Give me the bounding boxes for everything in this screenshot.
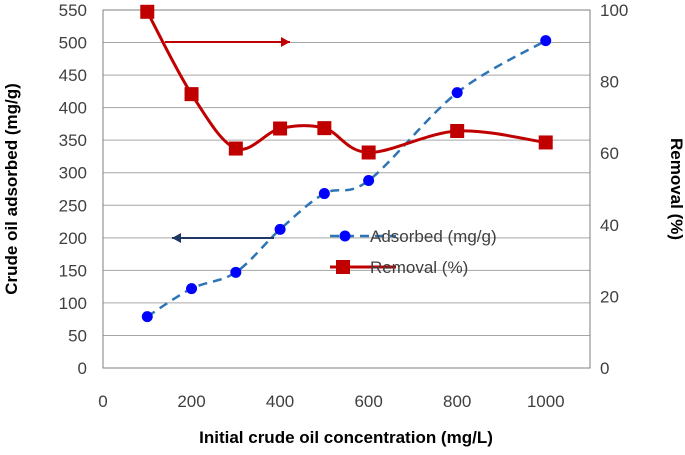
data-point <box>451 87 463 99</box>
data-point <box>184 87 199 102</box>
x-tick-label: 800 <box>443 392 471 411</box>
y-tick-label: 400 <box>59 99 87 118</box>
y-tick-label: 0 <box>78 359 87 378</box>
y2-axis-title: Removal (%) <box>667 138 685 240</box>
legend-item: Adsorbed (mg/g) <box>330 227 497 246</box>
series-layer <box>140 4 553 323</box>
series-adsorbed <box>141 35 552 323</box>
y2-tick-label: 40 <box>600 216 619 235</box>
data-point <box>318 188 330 200</box>
data-point <box>538 135 553 150</box>
legend-marker <box>336 260 350 274</box>
y-tick-label: 350 <box>59 131 87 150</box>
x-tick-label: 400 <box>266 392 294 411</box>
annotations <box>165 37 290 243</box>
y2-tick-label: 80 <box>600 73 619 92</box>
data-point <box>274 223 286 235</box>
data-point <box>141 311 153 323</box>
x-tick-label: 600 <box>354 392 382 411</box>
series-line <box>145 11 546 154</box>
y-tick-label: 150 <box>59 261 87 280</box>
y2-tick-labels: 0 20 40 60 80 100 <box>600 1 628 378</box>
data-point <box>450 124 465 139</box>
y2-tick-label: 100 <box>600 1 628 20</box>
data-point <box>273 121 288 136</box>
legend: Adsorbed (mg/g) Removal (%) <box>330 227 497 277</box>
y2-tick-label: 60 <box>600 144 619 163</box>
series-removal <box>140 4 553 160</box>
x-tick-label: 1000 <box>527 392 565 411</box>
data-point <box>361 145 376 160</box>
data-point <box>228 141 243 156</box>
removal-axis-arrow <box>165 37 290 47</box>
y-tick-label: 200 <box>59 229 87 248</box>
y-tick-label: 50 <box>68 326 87 345</box>
legend-label: Removal (%) <box>370 258 468 277</box>
y2-tick-label: 0 <box>600 359 609 378</box>
x-axis-title: Initial crude oil concentration (mg/L) <box>199 428 493 447</box>
y2-tick-label: 20 <box>600 287 619 306</box>
plot-area-border <box>102 9 591 369</box>
y-tick-label: 550 <box>59 1 87 20</box>
y-tick-labels: 0 50 100 150 200 250 300 350 400 450 500 550 <box>59 1 87 378</box>
y-tick-label: 450 <box>59 66 87 85</box>
legend-marker <box>339 230 351 242</box>
y-tick-label: 500 <box>59 34 87 53</box>
legend-item: Removal (%) <box>330 258 468 277</box>
x-tick-label: 0 <box>98 392 107 411</box>
y-tick-label: 300 <box>59 164 87 183</box>
adsorbed-axis-arrow <box>172 233 274 243</box>
y-axis-title: Crude oil adsorbed (mg/g) <box>2 83 21 295</box>
data-point <box>186 283 198 295</box>
series-line <box>146 39 547 318</box>
data-point <box>230 266 242 278</box>
x-tick-label: 200 <box>177 392 205 411</box>
y-tick-label: 100 <box>59 294 87 313</box>
data-point <box>317 121 332 136</box>
data-point <box>540 35 552 47</box>
data-point <box>363 175 375 187</box>
x-tick-labels: 0 200 400 600 800 1000 <box>98 392 564 411</box>
legend-label: Adsorbed (mg/g) <box>370 227 497 246</box>
data-point <box>140 4 155 19</box>
y-tick-label: 250 <box>59 196 87 215</box>
